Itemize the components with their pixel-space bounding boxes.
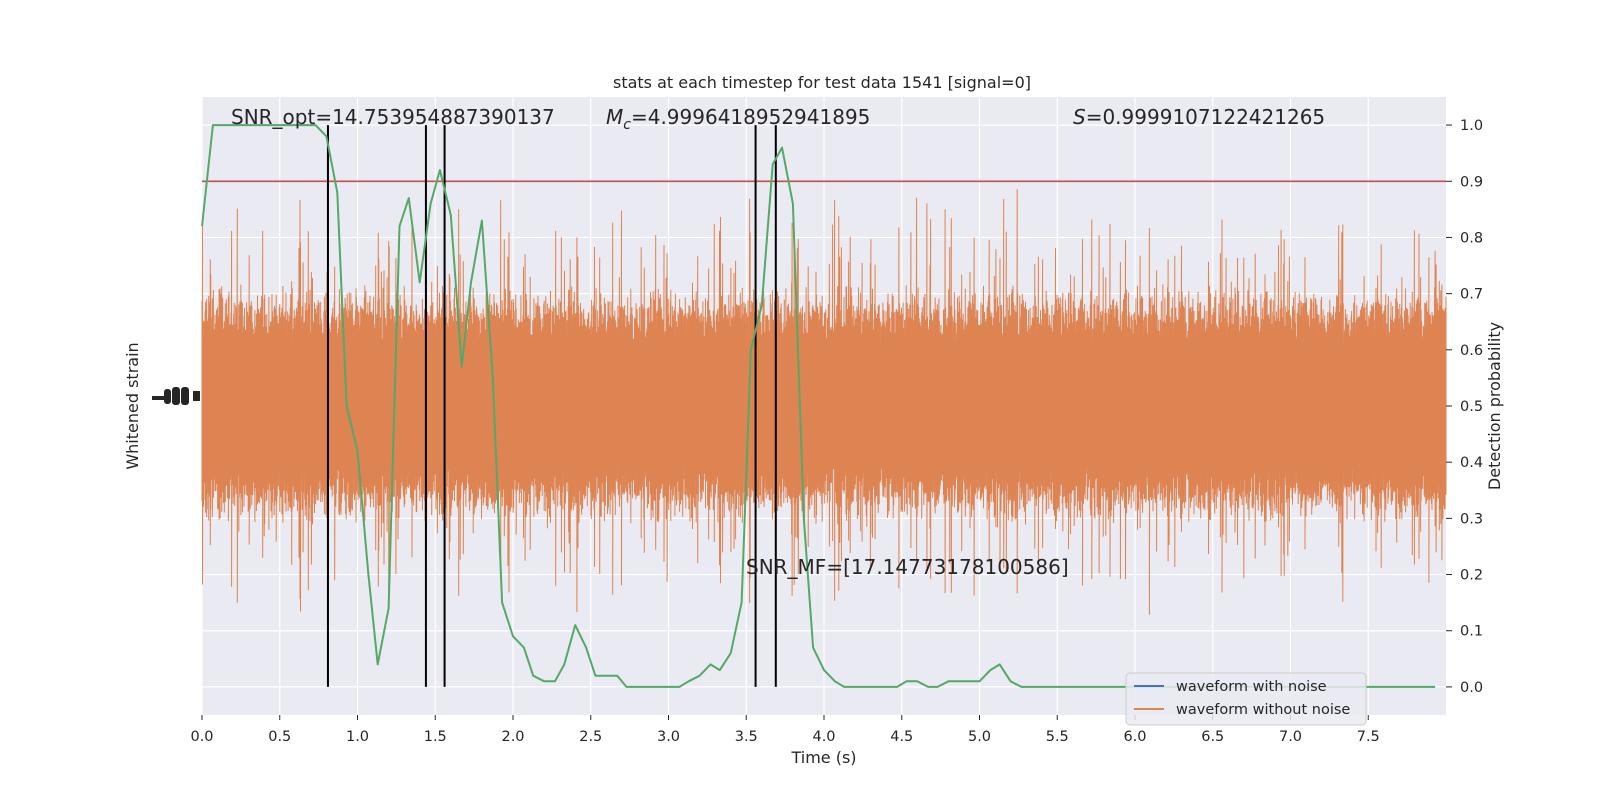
s-value: =0.9999107122421265 <box>1086 105 1325 129</box>
y-tick-label: 0.8 <box>1460 230 1483 246</box>
x-tick-label: 7.0 <box>1279 729 1302 745</box>
event-markers <box>326 125 777 687</box>
legend-entry-clean: waveform without noise <box>1176 702 1350 718</box>
y-axis-right-label: Detection probability <box>1485 322 1504 490</box>
x-tick-label: 4.0 <box>812 729 835 745</box>
y-tick-label: 0.5 <box>1460 399 1483 415</box>
x-tick-label: 3.0 <box>657 729 680 745</box>
s-annotation: S=0.9999107122421265 <box>1073 105 1325 129</box>
mc-value: =4.9996418952941895 <box>631 105 870 129</box>
y-tick-label: 1.0 <box>1460 118 1483 134</box>
y-tick-label: 0.9 <box>1460 174 1483 190</box>
x-axis-label: Time (s) <box>790 748 856 767</box>
x-tick-label: 1.5 <box>424 729 447 745</box>
x-tick-label: 2.0 <box>501 729 524 745</box>
chart-title: stats at each timestep for test data 154… <box>613 73 1031 92</box>
x-tick-label: 7.5 <box>1357 729 1380 745</box>
x-tick-label: 6.5 <box>1201 729 1224 745</box>
chirp-mass-annotation: Mc=4.9996418952941895 <box>606 105 870 133</box>
left-axis-tick-cluster <box>152 387 200 405</box>
y-tick-label: 0.3 <box>1460 511 1483 527</box>
x-tick-label: 1.0 <box>346 729 369 745</box>
x-tick-label: 2.5 <box>579 729 602 745</box>
strain-series <box>201 189 1447 615</box>
snr-mf-annotation: SNR_MF=[17.14773178100586] <box>746 555 1069 579</box>
strain-trace <box>201 189 1447 615</box>
mc-symbol: M <box>606 105 623 129</box>
x-tick-label: 0.0 <box>190 729 213 745</box>
y-tick-label: 0.4 <box>1460 455 1483 471</box>
y-tick-label: 0.6 <box>1460 343 1483 359</box>
x-tick-label: 5.5 <box>1046 729 1069 745</box>
y-tick-label: 0.1 <box>1460 624 1483 640</box>
y-axis-left-label: Whitened strain <box>123 342 142 469</box>
x-tick-label: 4.5 <box>890 729 913 745</box>
x-tick-label: 3.5 <box>735 729 758 745</box>
legend-box <box>1125 672 1367 726</box>
y-tick-label: 0.2 <box>1460 568 1483 584</box>
x-tick-label: 6.0 <box>1123 729 1146 745</box>
x-axis-ticks: 0.0 0.5 1.0 1.5 2.0 2.5 3.0 3.5 4.0 4.5 5.0 5.5 6.0 6… <box>190 715 1380 745</box>
mc-subscript: c <box>623 117 631 133</box>
y-tick-label: 0.0 <box>1460 680 1483 696</box>
y-tick-label: 0.7 <box>1460 287 1483 303</box>
legend: waveform with noise waveform without noi… <box>1125 672 1367 726</box>
x-tick-label: 0.5 <box>268 729 291 745</box>
s-symbol: S <box>1073 105 1086 129</box>
legend-entry-noise: waveform with noise <box>1176 679 1327 695</box>
y-axis-right-ticks: 0.0 0.1 0.2 0.3 0.4 0.5 0.6 0.7 0.8 0.9 1.0 <box>1446 118 1483 696</box>
snr-opt-annotation: SNR_opt=14.753954887390137 <box>231 105 555 129</box>
x-tick-label: 5.0 <box>968 729 991 745</box>
